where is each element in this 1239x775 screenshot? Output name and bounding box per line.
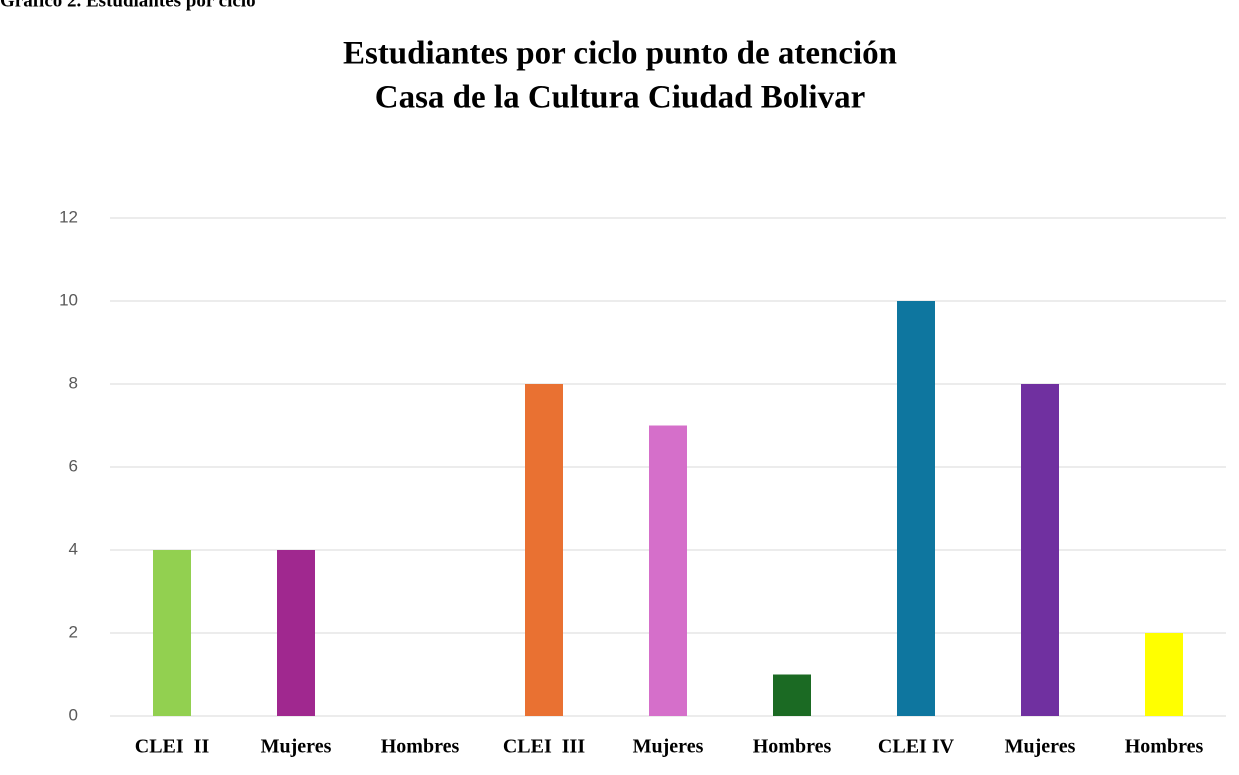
- x-tick-label: CLEI III: [503, 736, 585, 758]
- bar: [525, 384, 563, 716]
- y-tick-label: 0: [69, 705, 78, 724]
- x-tick-label: Hombres: [753, 736, 832, 758]
- bar: [153, 550, 191, 716]
- x-tick-label: CLEI II: [135, 736, 210, 758]
- x-tick-label: Mujeres: [1005, 736, 1076, 758]
- bar: [649, 425, 687, 716]
- bar: [277, 550, 315, 716]
- y-tick-label: 4: [69, 539, 78, 558]
- x-tick-label: Mujeres: [261, 736, 332, 758]
- bar: [773, 674, 811, 716]
- bar: [1021, 384, 1059, 716]
- y-tick-label: 2: [69, 622, 78, 641]
- bar: [1145, 633, 1183, 716]
- x-tick-label: Hombres: [381, 736, 460, 758]
- y-tick-label: 10: [59, 290, 78, 309]
- x-tick-label: Mujeres: [633, 736, 704, 758]
- y-tick-label: 12: [59, 207, 78, 226]
- y-tick-label: 8: [69, 373, 78, 392]
- chart-title: Casa de la Cultura Ciudad Bolivar: [375, 80, 866, 116]
- caption: Gráfico 2. Estudiantes por ciclo: [0, 0, 256, 11]
- x-tick-label: Hombres: [1125, 736, 1204, 758]
- x-tick-label: CLEI IV: [878, 736, 955, 758]
- chart-title: Estudiantes por ciclo punto de atención: [343, 36, 897, 72]
- bar: [897, 301, 935, 716]
- y-tick-label: 6: [69, 456, 78, 475]
